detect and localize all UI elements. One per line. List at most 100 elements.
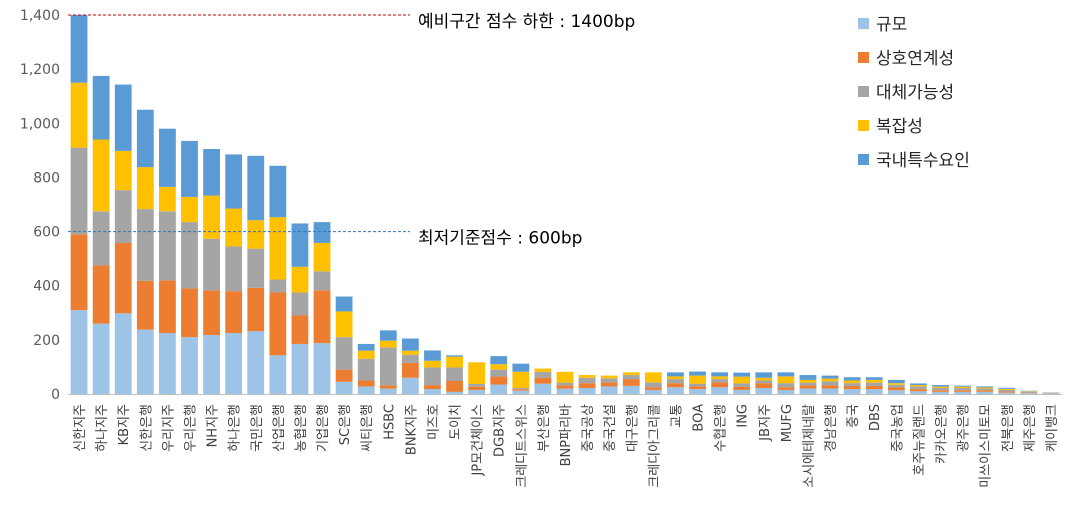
bar-segment (667, 372, 684, 377)
bar-segment (357, 350, 375, 359)
bar-segment (446, 391, 463, 394)
x-tick-label: 광주은행 (956, 404, 972, 452)
bar-segment (379, 340, 397, 348)
x-tick-label: SC은행 (337, 404, 353, 445)
bar-segment (799, 375, 817, 380)
bar-segment (225, 154, 243, 209)
bar-segment (998, 391, 1016, 393)
bar-segment (114, 313, 132, 394)
bar-segment (159, 280, 176, 334)
bar-segment (887, 390, 905, 394)
y-tick-label: 1,400 (20, 8, 60, 24)
bar-segment (181, 288, 198, 338)
bar-segment (490, 364, 508, 370)
x-tick-label: DGB지주 (493, 404, 508, 457)
bar-segment (490, 369, 508, 377)
bars (70, 15, 1060, 394)
bar-segment (887, 384, 905, 388)
y-tick-label: 1,200 (20, 62, 60, 78)
reference-line-label: 최저기준점수 : 600bp (418, 229, 582, 249)
bar-segment (313, 290, 331, 344)
x-tick-label: 국민은행 (249, 404, 265, 452)
bar-segment (225, 291, 243, 334)
x-tick-label: BNK지주 (404, 404, 419, 455)
bar-segment (976, 390, 994, 392)
bar-segment (424, 367, 441, 386)
bar-segment (401, 350, 419, 355)
bar-segment (865, 382, 883, 386)
bar-segment (689, 371, 706, 376)
bar-segment (92, 211, 110, 266)
x-tick-label: 중국공상 (581, 404, 596, 452)
bar-segment (225, 246, 243, 292)
bar-segment (578, 377, 596, 384)
bar-segment (512, 388, 530, 390)
bar-segment (379, 385, 397, 389)
bar-segment (335, 381, 353, 394)
bar-segment (556, 388, 574, 394)
bar-segment (92, 139, 110, 212)
bar-segment (821, 381, 839, 386)
x-tick-label: JP모건체이스 (471, 404, 486, 477)
bar-segment (291, 292, 309, 316)
bar-segment (291, 266, 309, 293)
x-tick-label: 미즈호 (426, 404, 441, 440)
bar-segment (225, 333, 243, 394)
bar-segment (92, 323, 110, 394)
bar-segment (159, 186, 176, 212)
bar-segment (136, 209, 154, 281)
x-tick-label: ING (736, 404, 751, 428)
bar-segment (777, 387, 795, 390)
bar-segment (181, 222, 198, 289)
y-tick-label: 0 (51, 387, 60, 403)
bar-segment (711, 379, 729, 383)
bar-segment (1020, 393, 1038, 394)
x-tick-label: 하나지주 (95, 404, 110, 452)
x-tick-label: 하나은행 (227, 404, 243, 452)
x-tick-label: 도이치 (449, 404, 464, 440)
bar-segment (821, 388, 839, 394)
legend-label: 복잡성 (876, 117, 923, 137)
bar-segment (932, 385, 949, 387)
bar-segment (578, 375, 596, 378)
bar-segment (733, 389, 751, 394)
bar-segment (689, 375, 706, 384)
bar-segment (644, 372, 662, 383)
bar-segment (468, 389, 486, 394)
bar-segment (755, 377, 773, 381)
legend-swatch (858, 52, 869, 63)
bar-segment (490, 384, 508, 394)
bar-segment (910, 383, 927, 386)
bar-segment (600, 375, 618, 379)
x-tick-label: KB지주 (117, 404, 132, 445)
bar-segment (136, 109, 154, 168)
bar-segment (203, 334, 220, 394)
bar-segment (468, 383, 486, 387)
bar-segment (424, 350, 441, 361)
bar-segment (976, 387, 994, 389)
bar-segment (755, 383, 773, 389)
bar-segment (910, 391, 927, 394)
x-tick-label: BOA (692, 404, 707, 432)
bar-segment (667, 383, 684, 388)
x-tick-label: 중국농업 (890, 404, 905, 452)
bar-segment (998, 392, 1016, 394)
bar-segment (843, 377, 861, 381)
x-tick-label: 전북은행 (1000, 404, 1016, 452)
bar-segment (711, 372, 729, 377)
bar-segment (424, 360, 441, 368)
bar-segment (865, 377, 883, 380)
bar-segment (379, 347, 397, 386)
bar-segment (843, 385, 861, 390)
bar-segment (1020, 392, 1038, 394)
bar-segment (799, 385, 817, 389)
bar-segment (269, 292, 287, 356)
bar-segment (70, 234, 88, 311)
bar-segment (821, 375, 839, 379)
bar-segment (711, 382, 729, 388)
bar-segment (910, 386, 927, 390)
legend-swatch (858, 120, 869, 131)
bar-segment (512, 389, 530, 391)
bar-segment (777, 389, 795, 394)
